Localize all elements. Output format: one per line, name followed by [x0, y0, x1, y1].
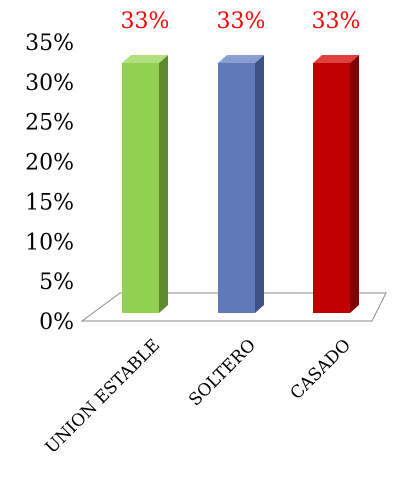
bar-front	[218, 62, 255, 313]
bar-series	[122, 54, 359, 313]
y-tick-label: 30%	[25, 71, 74, 96]
x-axis: UNION ESTABLE SOLTERO CASADO	[42, 335, 355, 457]
y-tick-label: 20%	[25, 151, 74, 176]
bar-front	[313, 62, 350, 313]
bar-top	[313, 54, 359, 63]
x-tick-label: SOLTERO	[185, 335, 260, 410]
bar-front	[122, 62, 159, 313]
y-tick-label: 35%	[25, 31, 74, 56]
y-tick-label: 10%	[25, 230, 74, 255]
bar-side	[159, 54, 168, 313]
y-tick-label: 0%	[39, 310, 74, 335]
data-label: 33%	[217, 9, 266, 34]
y-tick-label: 15%	[25, 190, 74, 215]
data-label: 33%	[121, 9, 170, 34]
bar-side	[255, 54, 264, 313]
bar-top	[218, 54, 264, 63]
floor-outline	[80, 292, 387, 322]
bar	[218, 54, 264, 313]
bar-side	[350, 54, 359, 313]
x-tick-label: CASADO	[287, 335, 355, 403]
bar-top	[122, 54, 168, 63]
data-label: 33%	[312, 9, 361, 34]
x-tick-label: UNION ESTABLE	[42, 335, 164, 457]
chart-floor	[80, 292, 387, 322]
y-axis: 0% 5% 10% 15% 20% 25% 30% 35%	[25, 31, 74, 335]
bar	[122, 54, 168, 313]
y-tick-label: 25%	[25, 111, 74, 136]
data-labels: 33% 33% 33%	[121, 9, 361, 34]
y-tick-label: 5%	[39, 270, 74, 295]
bar	[313, 54, 359, 313]
